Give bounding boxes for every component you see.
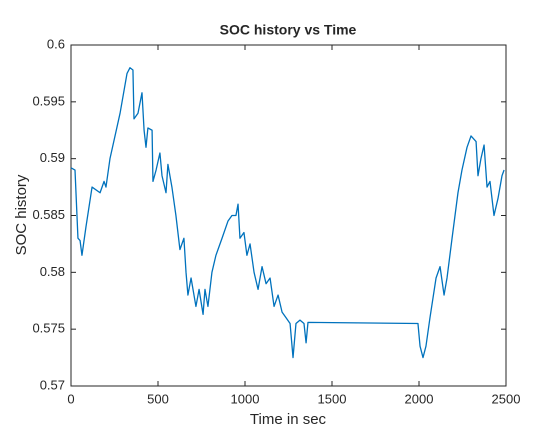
x-tick-label: 2000 xyxy=(405,391,434,406)
y-tick-label: 0.58 xyxy=(40,264,65,279)
y-tick-label: 0.6 xyxy=(47,36,65,51)
y-axis-label: SOC history xyxy=(13,174,30,255)
x-tick-label: 0 xyxy=(67,391,74,406)
y-tick-label: 0.585 xyxy=(32,207,65,222)
x-tick-label: 1500 xyxy=(318,391,347,406)
y-tick-label: 0.57 xyxy=(40,377,65,392)
x-tick-label: 2500 xyxy=(492,391,521,406)
y-tick-label: 0.595 xyxy=(32,93,65,108)
y-tick-label: 0.575 xyxy=(32,321,65,336)
y-tick-label: 0.59 xyxy=(40,150,65,165)
chart-title: SOC history vs Time xyxy=(220,22,357,38)
x-tick-label: 500 xyxy=(147,391,169,406)
x-axis-label: Time in sec xyxy=(250,411,327,428)
axes-box xyxy=(70,44,507,387)
series-line xyxy=(70,67,505,359)
x-tick-label: 1000 xyxy=(231,391,260,406)
